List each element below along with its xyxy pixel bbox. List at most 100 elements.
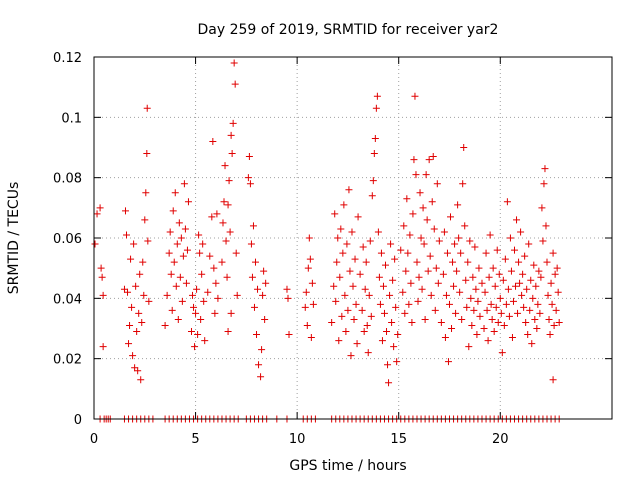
- data-point: [387, 240, 395, 248]
- data-point: [308, 279, 316, 287]
- data-point: [529, 294, 537, 302]
- y-tick-label: 0.1: [61, 111, 82, 126]
- x-tick-label: 0: [90, 432, 98, 447]
- data-point: [351, 255, 359, 263]
- data-point: [371, 134, 379, 142]
- data-point: [550, 321, 558, 329]
- data-point: [345, 186, 353, 194]
- data-point: [497, 309, 505, 317]
- data-point: [212, 279, 220, 287]
- data-point: [347, 352, 355, 360]
- data-point: [206, 252, 214, 260]
- data-point: [244, 174, 252, 182]
- data-point: [224, 328, 232, 336]
- data-point: [428, 198, 436, 206]
- data-point: [397, 246, 405, 254]
- data-point: [537, 273, 545, 281]
- data-point: [218, 258, 226, 266]
- data-point: [442, 291, 450, 299]
- data-point: [473, 331, 481, 339]
- data-point: [132, 282, 140, 290]
- data-point: [484, 337, 492, 345]
- data-point: [543, 258, 551, 266]
- data-point: [378, 337, 386, 345]
- data-point: [143, 150, 151, 158]
- data-point: [502, 300, 510, 308]
- data-point: [304, 264, 312, 272]
- data-point: [344, 306, 352, 314]
- data-point: [352, 300, 360, 308]
- data-point: [161, 321, 169, 329]
- data-point: [339, 249, 347, 257]
- data-point: [248, 273, 256, 281]
- x-tick-label: 20: [492, 432, 509, 447]
- data-point: [516, 279, 524, 287]
- data-point: [552, 306, 560, 314]
- data-point: [333, 258, 341, 266]
- data-point: [423, 216, 431, 224]
- data-point: [247, 240, 255, 248]
- data-point: [337, 225, 345, 233]
- data-point: [127, 255, 135, 263]
- data-point: [455, 234, 463, 242]
- data-point: [129, 352, 137, 360]
- data-point: [208, 213, 216, 221]
- data-point: [143, 104, 151, 112]
- data-point: [257, 373, 265, 381]
- data-point: [503, 198, 511, 206]
- data-point: [510, 246, 518, 254]
- data-point: [406, 231, 414, 239]
- data-point: [139, 258, 147, 266]
- data-point: [524, 331, 532, 339]
- data-point: [182, 279, 190, 287]
- data-point: [349, 282, 357, 290]
- data-point: [181, 225, 189, 233]
- data-point: [342, 328, 350, 336]
- data-point: [341, 291, 349, 299]
- data-point: [531, 315, 539, 323]
- data-point: [285, 331, 293, 339]
- data-point: [500, 321, 508, 329]
- data-point: [491, 282, 499, 290]
- data-point: [535, 267, 543, 275]
- data-point: [254, 285, 262, 293]
- data-point: [452, 309, 460, 317]
- data-point: [482, 249, 490, 257]
- data-point: [255, 361, 263, 369]
- data-point: [454, 201, 462, 209]
- data-point: [394, 331, 402, 339]
- data-point: [403, 195, 411, 203]
- data-point: [478, 279, 486, 287]
- data-point: [514, 309, 522, 317]
- data-point: [334, 234, 342, 242]
- data-point: [306, 255, 314, 263]
- data-point: [547, 279, 555, 287]
- data-point: [475, 264, 483, 272]
- data-point: [430, 225, 438, 233]
- data-point: [140, 291, 148, 299]
- data-point: [526, 306, 534, 314]
- data-point: [435, 237, 443, 245]
- data-point: [167, 270, 175, 278]
- data-point: [427, 291, 435, 299]
- data-point: [501, 255, 509, 263]
- data-point: [210, 264, 218, 272]
- y-tick-label: 0.04: [53, 292, 82, 307]
- data-point: [425, 156, 433, 164]
- data-point: [548, 300, 556, 308]
- data-point: [439, 270, 447, 278]
- data-point: [169, 207, 177, 215]
- data-point: [370, 150, 378, 158]
- data-point: [534, 300, 542, 308]
- data-point: [178, 297, 186, 305]
- data-point: [180, 180, 188, 188]
- data-point: [335, 337, 343, 345]
- data-point: [348, 228, 356, 236]
- data-point: [230, 59, 238, 67]
- data-point: [416, 189, 424, 197]
- data-point: [400, 222, 408, 230]
- data-point: [189, 291, 197, 299]
- data-point: [492, 303, 500, 311]
- data-point: [384, 361, 392, 369]
